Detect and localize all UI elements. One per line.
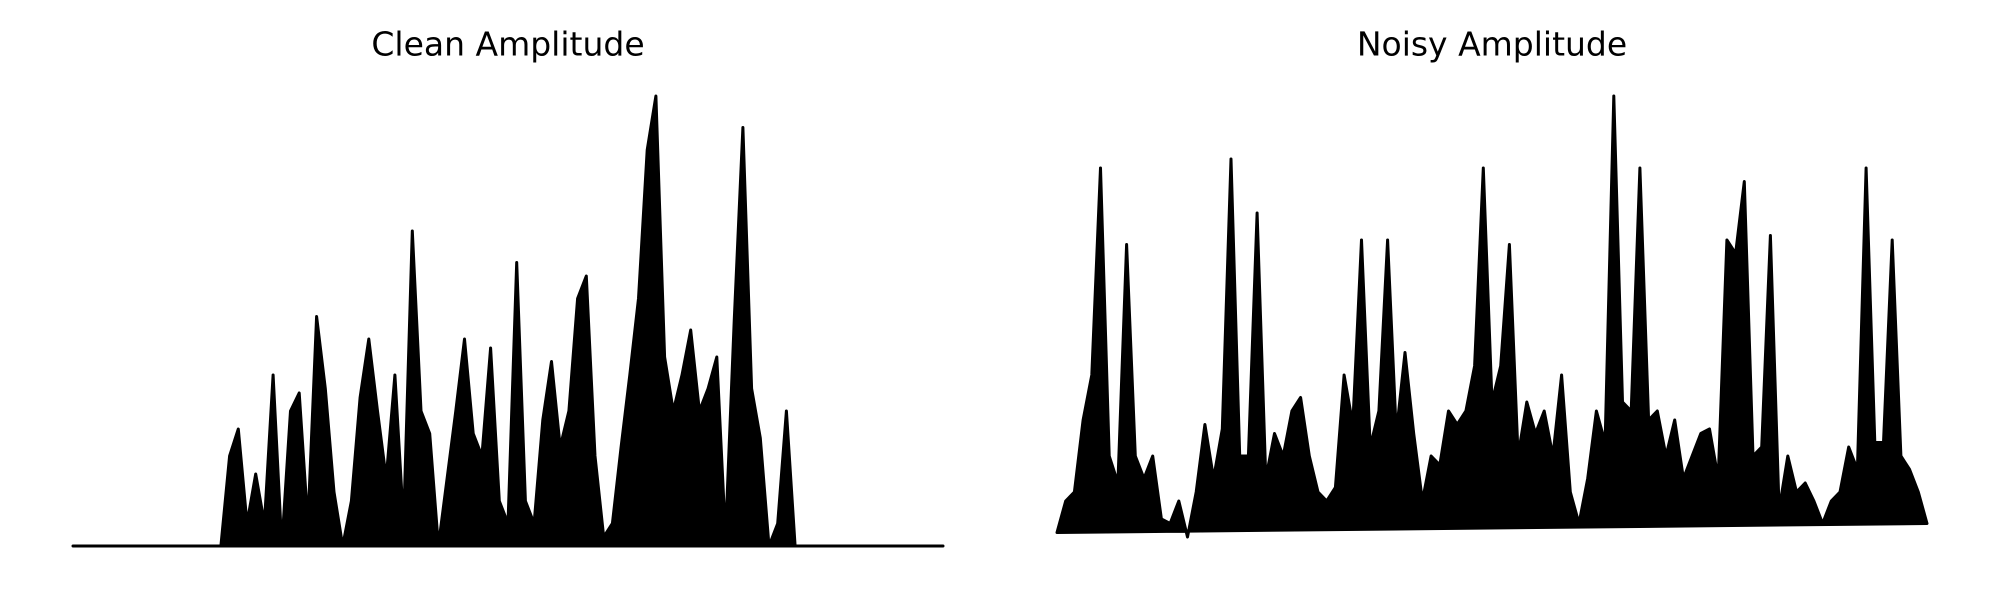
chart-title: Clean Amplitude bbox=[371, 25, 644, 64]
amplitude-area bbox=[1055, 94, 1929, 539]
chart-title: Noisy Amplitude bbox=[1357, 25, 1627, 64]
amplitude-area bbox=[71, 94, 945, 548]
